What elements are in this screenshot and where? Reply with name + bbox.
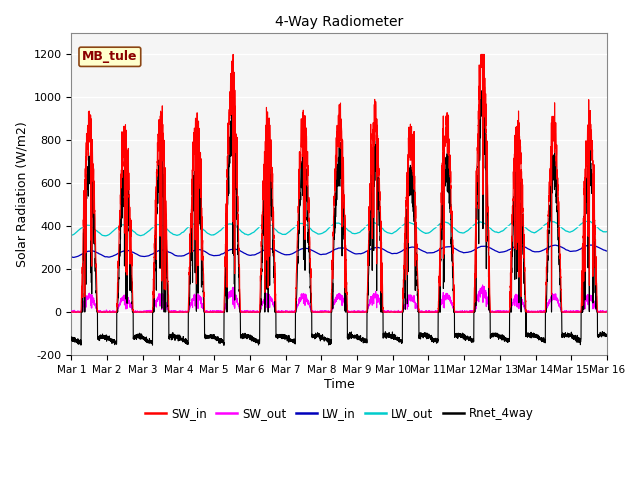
X-axis label: Time: Time: [324, 377, 355, 391]
Legend: SW_in, SW_out, LW_in, LW_out, Rnet_4way: SW_in, SW_out, LW_in, LW_out, Rnet_4way: [140, 403, 538, 425]
Y-axis label: Solar Radiation (W/m2): Solar Radiation (W/m2): [15, 121, 28, 267]
Text: MB_tule: MB_tule: [82, 50, 138, 63]
Title: 4-Way Radiometer: 4-Way Radiometer: [275, 15, 403, 29]
